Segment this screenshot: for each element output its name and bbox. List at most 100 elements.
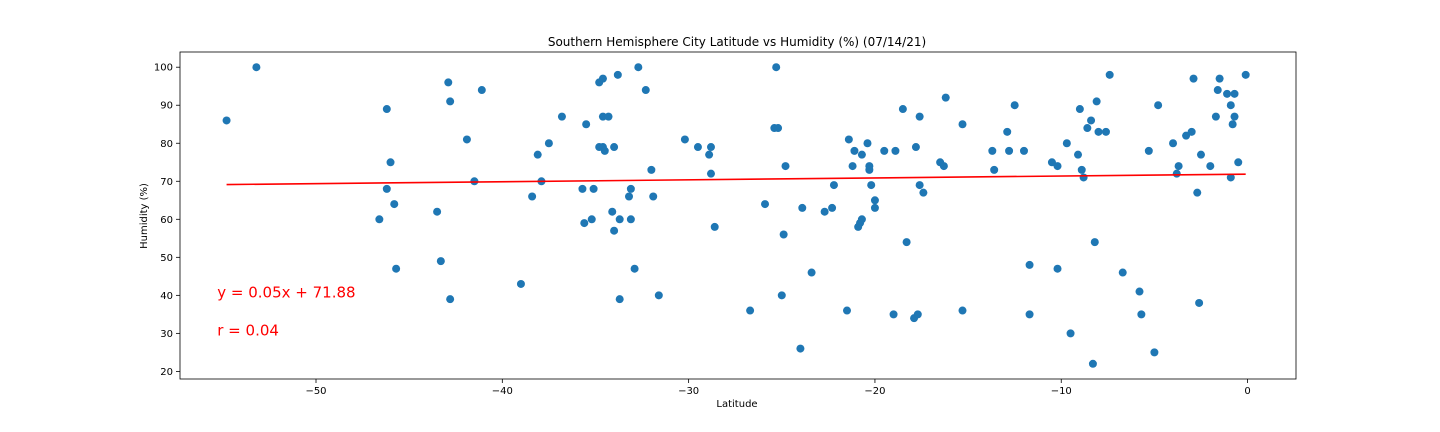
data-point (746, 306, 755, 315)
data-point (1003, 127, 1012, 136)
data-point (1174, 162, 1183, 171)
data-point (1144, 146, 1153, 155)
data-point (1230, 112, 1239, 121)
data-point (919, 188, 928, 197)
data-point (1094, 127, 1103, 136)
data-point (857, 215, 866, 224)
data-points (222, 63, 1250, 368)
data-point (865, 162, 874, 171)
data-point (1241, 70, 1250, 79)
data-point (1137, 310, 1146, 319)
data-point (807, 268, 816, 277)
data-point (598, 74, 607, 83)
data-point (1087, 116, 1096, 125)
data-point (958, 120, 967, 129)
chart-title: Southern Hemisphere City Latitude vs Hum… (548, 35, 926, 49)
y-tick-label: 40 (160, 291, 173, 302)
data-point (647, 165, 656, 174)
regression-line (226, 173, 1246, 186)
data-point (1213, 86, 1222, 95)
data-point (850, 146, 859, 155)
data-point (1101, 127, 1110, 136)
data-point (615, 295, 624, 304)
data-point (706, 169, 715, 178)
x-tick-label: −50 (305, 386, 326, 397)
data-point (252, 63, 261, 72)
data-point (1206, 162, 1215, 171)
data-point (386, 158, 395, 167)
x-axis: −50 −40 −30 −20 −10 0 (305, 379, 1251, 397)
y-tick-label: 20 (160, 367, 173, 378)
y-tick-label: 80 (160, 139, 173, 150)
data-point (798, 203, 807, 212)
data-point (582, 120, 591, 129)
data-point (990, 165, 999, 174)
data-point (1053, 264, 1062, 273)
data-point (1187, 127, 1196, 136)
y-axis-label: Humidity (%) (139, 183, 150, 249)
data-point (382, 105, 391, 114)
data-point (911, 143, 920, 152)
data-point (915, 181, 924, 190)
data-point (1053, 162, 1062, 171)
data-point (600, 146, 609, 155)
data-point (1083, 124, 1092, 133)
data-point (1019, 146, 1028, 155)
data-point (1228, 120, 1237, 129)
data-point (828, 203, 837, 212)
data-point (915, 112, 924, 121)
data-point (382, 184, 391, 193)
data-point (1215, 74, 1224, 83)
data-point (613, 70, 622, 79)
data-point (891, 146, 900, 155)
data-point (1196, 150, 1205, 159)
data-point (1105, 70, 1114, 79)
data-point (781, 162, 790, 171)
data-point (1062, 139, 1071, 148)
data-point (433, 207, 442, 216)
data-point (1025, 260, 1034, 269)
y-tick-label: 90 (160, 101, 173, 112)
data-point (958, 306, 967, 315)
data-point (848, 162, 857, 171)
x-axis-label: Latitude (716, 399, 757, 410)
data-point (1193, 188, 1202, 197)
data-point (436, 257, 445, 266)
data-point (610, 226, 619, 235)
data-point (1154, 101, 1163, 110)
x-tick-label: −20 (864, 386, 885, 397)
data-point (1172, 169, 1181, 178)
data-point (580, 219, 589, 228)
data-point (462, 135, 471, 144)
data-point (1010, 101, 1019, 110)
data-point (842, 306, 851, 315)
data-point (863, 139, 872, 148)
data-point (634, 63, 643, 72)
y-axis: 20 30 40 50 60 70 80 90 100 (154, 63, 180, 378)
data-point (777, 291, 786, 300)
data-point (1088, 359, 1097, 368)
data-point (779, 230, 788, 239)
data-point (608, 207, 617, 216)
data-point (625, 192, 634, 201)
data-point (1150, 348, 1159, 357)
correlation-coefficient: r = 0.04 (217, 321, 279, 339)
data-point (610, 143, 619, 152)
data-point (1118, 268, 1127, 277)
data-point (705, 150, 714, 159)
data-point (649, 192, 658, 201)
data-point (446, 97, 455, 106)
data-point (375, 215, 384, 224)
data-point (772, 63, 781, 72)
data-point (889, 310, 898, 319)
regression-layer (226, 173, 1246, 186)
x-tick-label: −10 (1051, 386, 1072, 397)
x-tick-label: −40 (492, 386, 513, 397)
data-point (598, 112, 607, 121)
regression-equation: y = 0.05x + 71.88 (217, 283, 355, 301)
data-point (913, 310, 922, 319)
data-point (1090, 238, 1099, 247)
y-tick-label: 100 (154, 63, 173, 74)
data-point (626, 215, 635, 224)
